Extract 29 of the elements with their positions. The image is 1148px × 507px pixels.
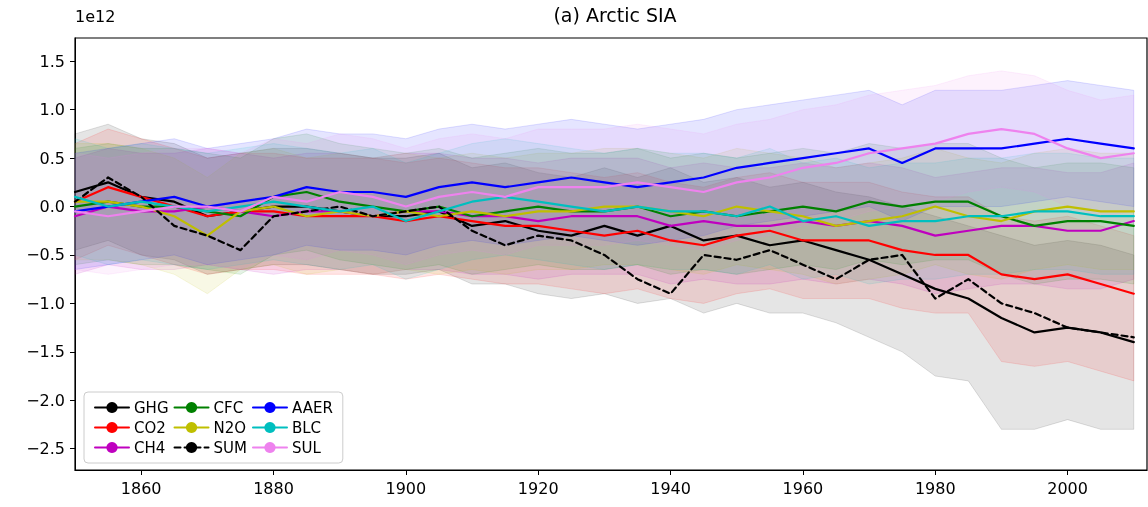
- y-tick-label: −0.5: [26, 245, 65, 265]
- y-tick-label: −1.0: [26, 293, 65, 313]
- y-tick-label: −2.5: [26, 439, 65, 459]
- legend-label: CH4: [134, 438, 166, 457]
- legend-label: AAER: [291, 398, 333, 417]
- legend-label: BLC: [291, 418, 322, 437]
- y-tick-label: 0.5: [39, 148, 65, 168]
- line-series: [73, 127, 1135, 218]
- x-tick-label: 1900: [385, 478, 427, 498]
- y-tick-label: 1.5: [39, 51, 65, 71]
- text: 1e12: [75, 6, 116, 26]
- legend-label: CFC: [213, 398, 244, 417]
- x-tick-label: 1880: [253, 478, 294, 498]
- legend-label: SUL: [291, 438, 322, 457]
- legend-label: SUM: [213, 438, 247, 457]
- y-tick-label: −2.0: [26, 390, 65, 410]
- legend-label: GHG: [134, 398, 169, 417]
- x-tick-label: 1960: [782, 478, 824, 498]
- y-tick-label: −1.5: [26, 342, 65, 362]
- legend-label: N2O: [213, 418, 247, 437]
- chart-title: (a) Arctic SIA: [553, 3, 677, 26]
- x-tick-label: 1860: [120, 478, 162, 498]
- legend-label: CO2: [134, 418, 166, 437]
- x-tick-label: 1940: [650, 478, 691, 498]
- x-tick-label: 1920: [517, 478, 559, 498]
- y-tick-label: 0.0: [39, 197, 65, 217]
- y-tick-label: 1.0: [39, 100, 65, 120]
- x-tick-label: 2000: [1047, 478, 1088, 498]
- x-tick-label: 1980: [914, 478, 956, 498]
